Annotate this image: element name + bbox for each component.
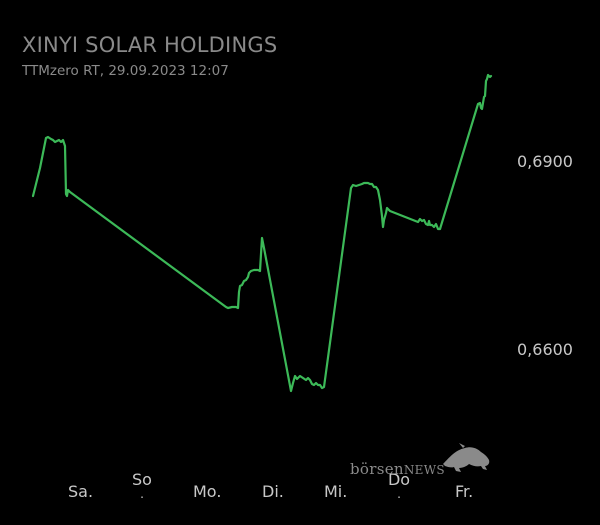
x-axis-label-wed: Mi. xyxy=(324,482,348,501)
y-axis-label-0.69: 0,6900 xyxy=(517,152,573,171)
chart-title: XINYI SOLAR HOLDINGS xyxy=(22,33,278,57)
price-line xyxy=(31,73,493,393)
logo-prefix: börsen xyxy=(350,460,404,478)
x-axis-label-thu: Do . xyxy=(387,470,411,501)
x-axis-label-sun: So . xyxy=(132,470,152,501)
y-axis-label-0.66: 0,6600 xyxy=(517,340,573,359)
x-axis-label-tue: Di. xyxy=(262,482,284,501)
x-axis-label-thu-text: Do xyxy=(387,470,411,489)
x-axis-label-thu-dot: . xyxy=(397,487,401,501)
x-axis-label-sun-text: So xyxy=(132,470,152,489)
bull-icon xyxy=(442,443,490,472)
logo-text: börsenNEWS xyxy=(350,460,445,478)
x-axis-label-sat: Sa. xyxy=(68,482,94,501)
x-axis-label-mon: Mo. xyxy=(193,482,222,501)
logo-suffix: NEWS xyxy=(403,463,445,477)
boersennews-logo: börsenNEWS xyxy=(350,442,493,478)
x-axis-label-fri: Fr. xyxy=(455,482,474,501)
x-axis-label-sun-dot: . xyxy=(140,487,144,501)
chart-subtitle: TTMzero RT, 29.09.2023 12:07 xyxy=(22,63,229,79)
